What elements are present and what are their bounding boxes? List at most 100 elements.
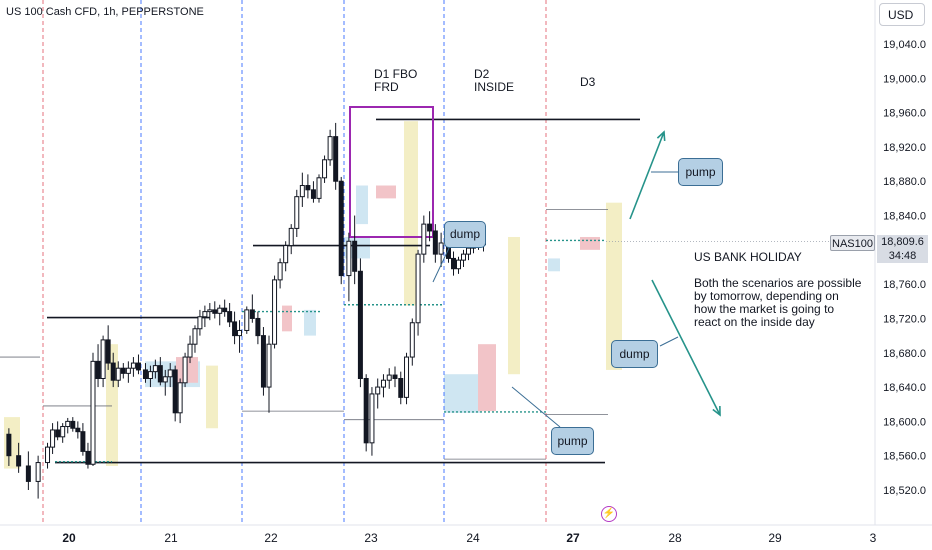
candle	[187, 335, 193, 364]
candle	[398, 371, 404, 405]
candle	[227, 303, 233, 328]
candle	[70, 417, 76, 432]
candle-body	[244, 309, 250, 331]
candle-body	[50, 429, 56, 448]
candle	[6, 428, 12, 466]
callout-dump-1[interactable]: dump	[444, 221, 486, 248]
candle	[207, 303, 213, 321]
candle	[177, 378, 183, 424]
candle-body	[404, 356, 410, 398]
candle-body	[125, 367, 131, 374]
candle	[142, 363, 148, 383]
candle-body	[327, 136, 333, 161]
callout-dump-2[interactable]: dump	[611, 340, 658, 368]
candle-body	[55, 429, 61, 438]
annotation-day1[interactable]: D1 FBO FRD	[374, 67, 418, 94]
candle-body	[177, 382, 183, 414]
candle	[438, 232, 444, 267]
candle	[232, 311, 238, 345]
candle-body	[380, 379, 386, 388]
candle-body	[466, 247, 471, 255]
candle	[182, 352, 188, 388]
candle-body	[80, 431, 86, 452]
candle	[346, 232, 352, 302]
callout-pump-1[interactable]: pump	[678, 158, 723, 186]
candle	[50, 423, 56, 454]
candle	[310, 181, 316, 203]
price-tick-label: 18,520.0	[883, 485, 926, 497]
highlight-band	[548, 258, 560, 272]
price-tick-label: 19,000.0	[883, 73, 926, 85]
candle	[255, 311, 261, 345]
candle-body	[375, 386, 381, 395]
candle	[322, 155, 328, 183]
currency-button[interactable]: USD	[879, 3, 925, 26]
callout-pump-2-pointer	[511, 386, 561, 428]
candle	[427, 211, 433, 242]
candle-body	[212, 309, 218, 314]
time-tick-label: 23	[364, 531, 378, 545]
highlight-band	[282, 305, 292, 332]
candle	[369, 387, 375, 456]
candle-body	[60, 426, 66, 438]
candle	[110, 352, 116, 388]
time-tick-label: 29	[768, 531, 782, 545]
callout-pump-2[interactable]: pump	[551, 427, 594, 455]
candle-body	[255, 317, 261, 337]
candle	[152, 359, 158, 379]
bar-countdown-label: 34:48	[877, 250, 928, 263]
annotation-day2[interactable]: D2 INSIDE	[474, 67, 515, 94]
candle	[249, 294, 255, 323]
candle-body	[249, 309, 255, 319]
candle	[45, 442, 51, 469]
price-tick-label: 18,960.0	[883, 108, 926, 120]
candle	[352, 215, 358, 285]
candle-body	[227, 311, 233, 323]
candle	[283, 241, 289, 272]
candle-body	[294, 196, 300, 229]
price-axis-labels: 19,040.0 19,000.0 18,960.0 18,920.0 18,880.0…	[883, 39, 926, 497]
annotation-holiday-text[interactable]: Both the scenarios are possible by tomor…	[694, 276, 862, 329]
candle	[16, 442, 22, 473]
candle-body	[357, 270, 363, 379]
scenario-up-arrow	[629, 131, 665, 220]
candle-body	[147, 371, 153, 379]
candle	[125, 361, 131, 383]
candle	[415, 249, 421, 336]
time-tick-label: 20	[62, 531, 76, 545]
candle-body	[35, 462, 41, 482]
candle	[375, 378, 381, 409]
candle	[237, 320, 243, 353]
candle-body	[95, 360, 101, 380]
candle-body	[45, 446, 51, 464]
candle-body	[70, 420, 76, 429]
candle-body	[427, 223, 433, 232]
highlight-band	[444, 374, 480, 413]
candle-body	[25, 465, 31, 482]
candle-body	[305, 185, 311, 191]
time-tick-label: 22	[264, 531, 278, 545]
candle-body	[260, 335, 266, 388]
price-tick-label: 18,840.0	[883, 211, 926, 223]
time-tick-label: 28	[668, 531, 682, 545]
tradingview-logo-icon[interactable]: ⚡	[601, 506, 617, 522]
candle	[65, 417, 71, 434]
candle	[244, 306, 250, 334]
annotation-day3[interactable]: D3	[580, 75, 596, 89]
candle	[172, 365, 178, 422]
candle-body	[415, 253, 421, 324]
candle	[409, 318, 415, 366]
candle-body	[167, 369, 173, 378]
candle-body	[346, 240, 352, 277]
candle-body	[421, 223, 427, 255]
candle	[80, 423, 86, 456]
candle-body	[152, 365, 158, 373]
candle-body	[277, 262, 283, 281]
candle-body	[369, 393, 375, 444]
candle-body	[316, 177, 322, 199]
candle	[100, 335, 106, 388]
annotation-holiday-title[interactable]: US BANK HOLIDAY	[694, 250, 802, 264]
candle-body	[202, 311, 208, 318]
highlight-band	[606, 202, 622, 370]
